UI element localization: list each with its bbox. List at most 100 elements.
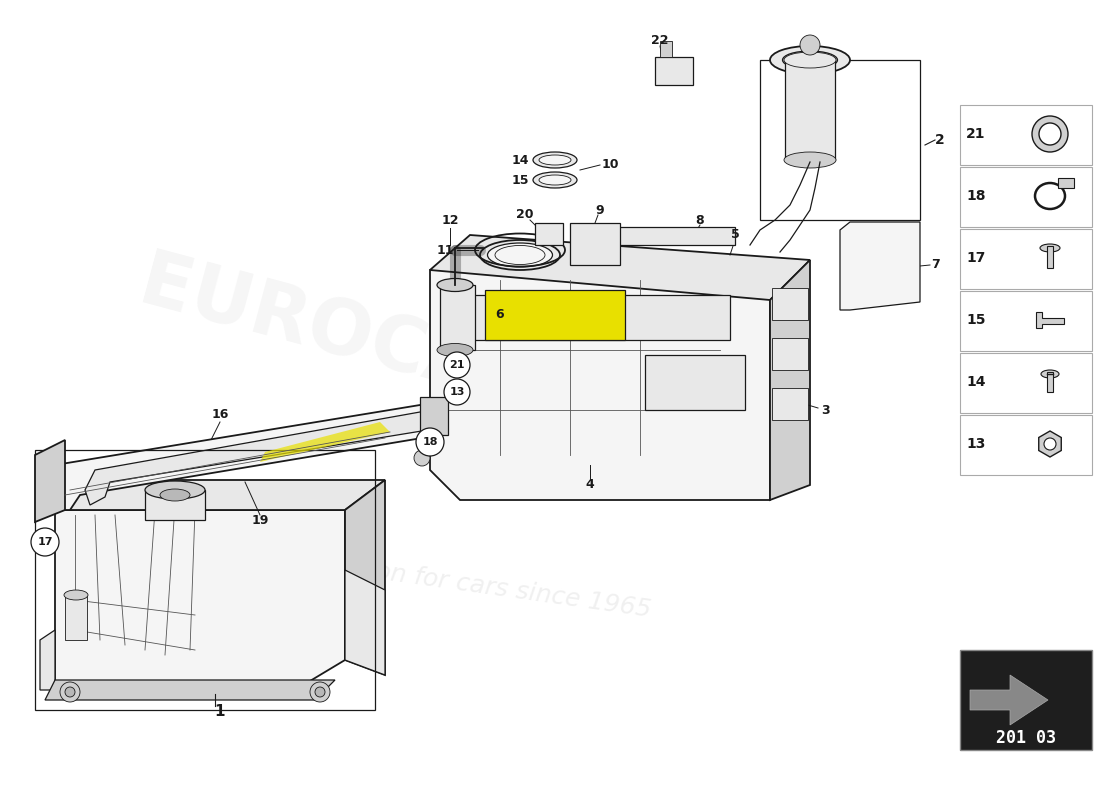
Text: 18: 18 — [966, 189, 986, 203]
Bar — [960, 415, 1092, 475]
Ellipse shape — [160, 489, 190, 501]
Bar — [440, 285, 475, 350]
Text: 22: 22 — [651, 34, 669, 46]
Ellipse shape — [539, 175, 571, 185]
Text: 7: 7 — [931, 258, 939, 271]
Text: 9: 9 — [596, 203, 604, 217]
Text: 21: 21 — [449, 360, 464, 370]
Polygon shape — [970, 675, 1048, 725]
Polygon shape — [1038, 431, 1061, 457]
Text: 201 03: 201 03 — [996, 729, 1056, 747]
Text: 15: 15 — [512, 174, 529, 186]
Polygon shape — [770, 260, 810, 500]
Circle shape — [60, 682, 80, 702]
Ellipse shape — [770, 46, 850, 74]
Polygon shape — [345, 570, 385, 675]
Text: 1: 1 — [214, 705, 225, 719]
Bar — [960, 353, 1092, 413]
Ellipse shape — [480, 240, 560, 270]
Circle shape — [444, 352, 470, 378]
Ellipse shape — [534, 152, 578, 168]
Text: 12: 12 — [441, 214, 459, 226]
Text: 15: 15 — [966, 313, 986, 327]
Text: 3: 3 — [821, 403, 829, 417]
Bar — [772, 338, 808, 370]
Circle shape — [65, 687, 75, 697]
Ellipse shape — [145, 481, 205, 499]
Bar — [760, 60, 920, 220]
Ellipse shape — [437, 278, 473, 291]
Text: 11: 11 — [437, 243, 453, 257]
Text: 14: 14 — [512, 154, 529, 166]
Bar — [654, 57, 693, 85]
Polygon shape — [55, 480, 385, 510]
Circle shape — [31, 528, 59, 556]
Bar — [785, 60, 835, 160]
Circle shape — [1044, 438, 1056, 450]
Bar — [535, 223, 563, 245]
Polygon shape — [430, 270, 770, 500]
Text: 19: 19 — [251, 514, 268, 526]
Bar — [145, 490, 205, 520]
Bar — [1047, 246, 1053, 268]
Text: 13: 13 — [449, 387, 464, 397]
Circle shape — [800, 35, 820, 55]
Text: 2: 2 — [935, 133, 945, 147]
Bar — [772, 388, 808, 420]
Bar — [645, 355, 745, 410]
Bar — [960, 229, 1092, 289]
Ellipse shape — [487, 243, 552, 267]
Text: 4: 4 — [585, 478, 594, 491]
Text: 6: 6 — [496, 309, 504, 322]
Bar — [605, 227, 735, 245]
Bar — [1047, 372, 1053, 392]
Polygon shape — [260, 422, 390, 462]
Text: 16: 16 — [211, 409, 229, 422]
Text: 10: 10 — [602, 158, 618, 171]
Text: 17: 17 — [37, 537, 53, 547]
Circle shape — [315, 687, 324, 697]
Polygon shape — [45, 680, 336, 700]
Text: 8: 8 — [695, 214, 704, 226]
Bar — [450, 295, 730, 340]
Polygon shape — [85, 412, 440, 505]
Text: 20: 20 — [516, 209, 534, 222]
Text: 21: 21 — [966, 127, 986, 141]
Ellipse shape — [784, 152, 836, 168]
Bar — [570, 223, 620, 265]
Text: EUROCARPARTS: EUROCARPARTS — [131, 246, 810, 494]
Bar — [960, 105, 1092, 165]
Text: 18: 18 — [422, 437, 438, 447]
Text: 14: 14 — [966, 375, 986, 389]
Ellipse shape — [782, 51, 837, 69]
Bar — [35, 450, 375, 710]
Bar — [960, 167, 1092, 227]
Ellipse shape — [534, 172, 578, 188]
Ellipse shape — [539, 155, 571, 165]
Text: a passion for cars since 1965: a passion for cars since 1965 — [287, 548, 652, 622]
Circle shape — [310, 682, 330, 702]
Ellipse shape — [437, 343, 473, 357]
Text: 5: 5 — [730, 229, 739, 242]
Polygon shape — [55, 510, 345, 690]
Bar — [960, 291, 1092, 351]
Circle shape — [416, 428, 444, 456]
Ellipse shape — [1041, 370, 1059, 378]
Ellipse shape — [64, 590, 88, 600]
Polygon shape — [35, 440, 65, 522]
Ellipse shape — [1040, 244, 1060, 252]
FancyBboxPatch shape — [960, 650, 1092, 750]
Polygon shape — [1036, 312, 1064, 328]
Polygon shape — [45, 405, 440, 510]
Bar — [772, 288, 808, 320]
Bar — [420, 397, 448, 435]
Bar — [660, 41, 672, 57]
Polygon shape — [40, 630, 55, 690]
Text: 17: 17 — [966, 251, 986, 265]
Bar — [65, 595, 87, 640]
Circle shape — [414, 450, 430, 466]
Polygon shape — [345, 480, 385, 675]
Polygon shape — [430, 235, 810, 300]
Text: 13: 13 — [966, 437, 986, 451]
Ellipse shape — [784, 52, 836, 68]
